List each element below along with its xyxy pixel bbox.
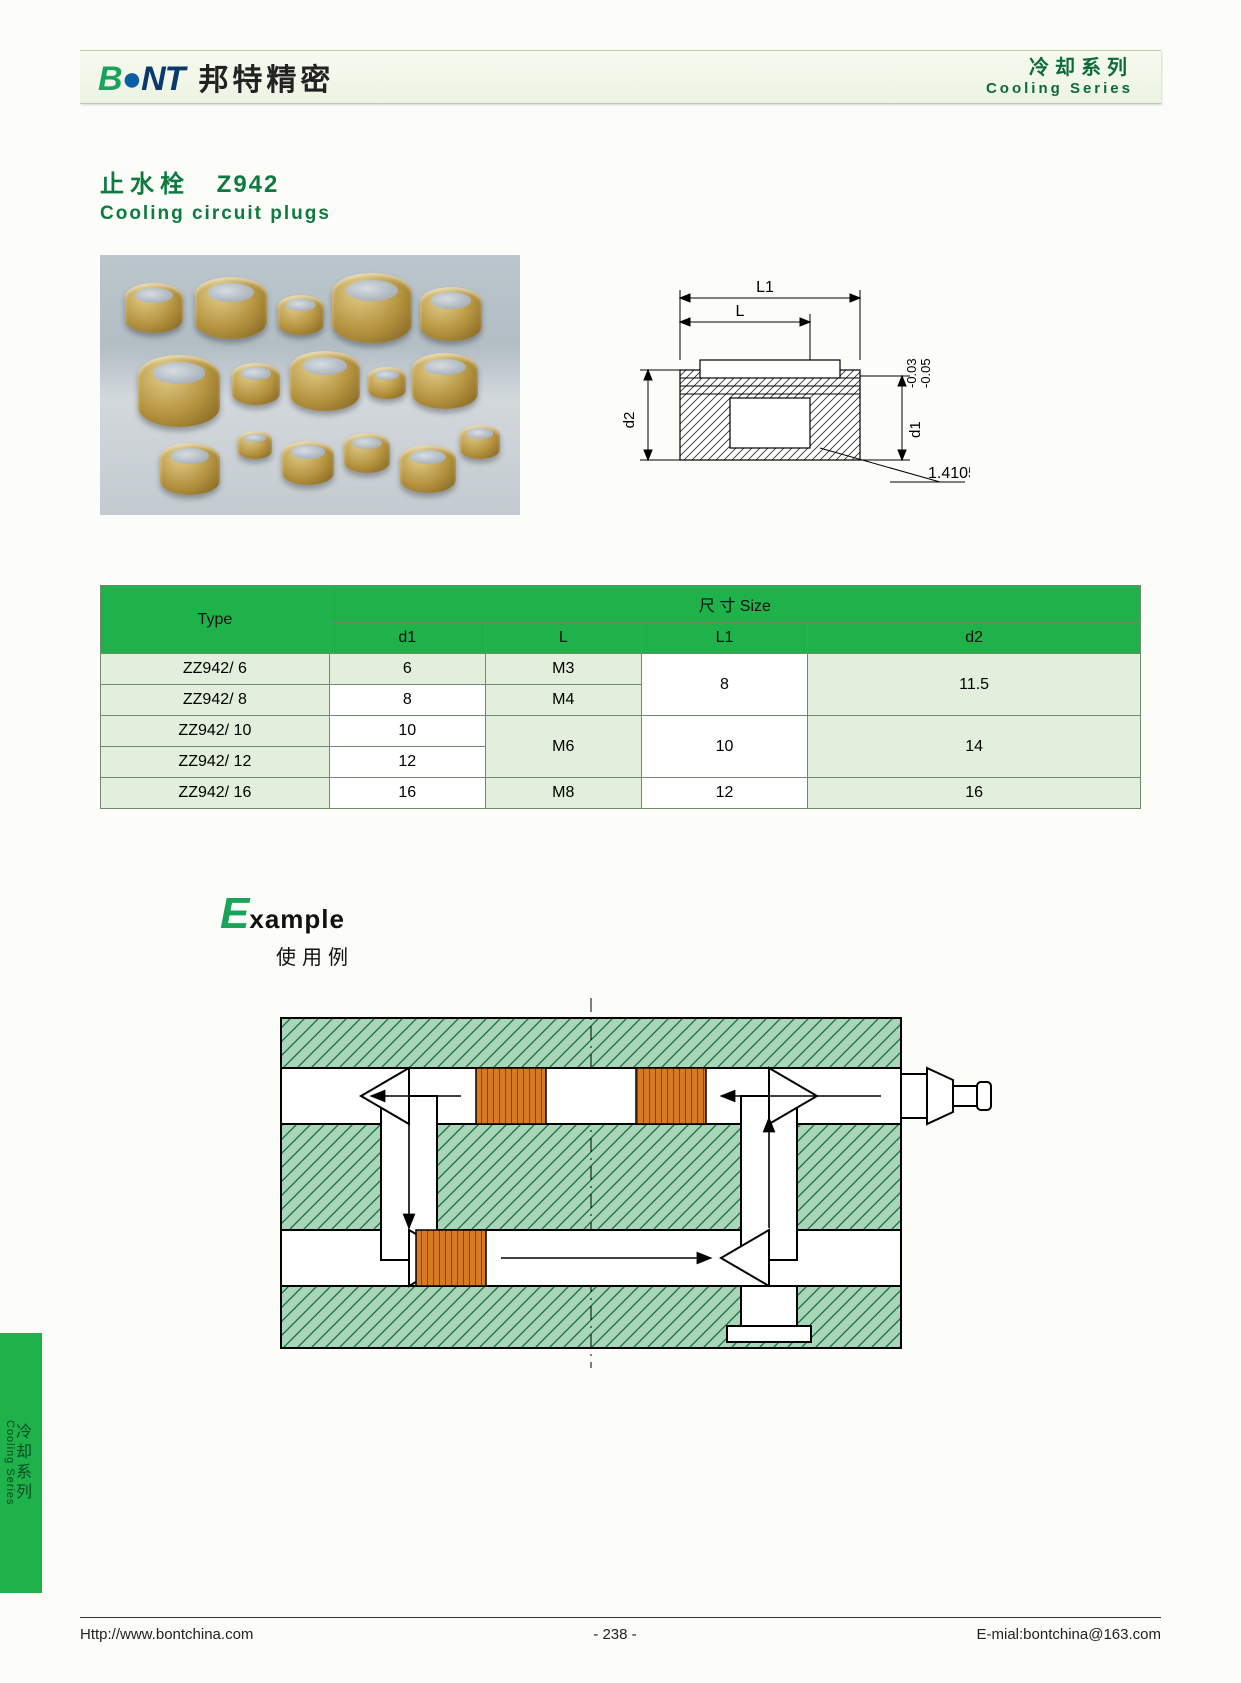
dim-d2: d2 <box>621 412 638 429</box>
footer-page-number: - 238 - <box>593 1626 636 1643</box>
cell-L: M4 <box>485 685 641 716</box>
header-right: 冷却系列 Cooling Series <box>986 57 1133 97</box>
cell-type: ZZ942/ 8 <box>101 685 330 716</box>
cell-L1: 10 <box>641 716 807 778</box>
dimension-drawing: L1 L d2 d1 -0.03 -0.05 <box>610 270 970 500</box>
cell-d1: 16 <box>329 778 485 809</box>
logo-nt: NT <box>141 60 184 98</box>
dim-l1: L1 <box>756 279 774 296</box>
page-footer: Http://www.bontchina.com - 238 - E-mial:… <box>80 1617 1161 1643</box>
series-label-en: Cooling Series <box>986 80 1133 97</box>
cell-type: ZZ942/ 12 <box>101 747 330 778</box>
side-category-tab: Cooling Series 冷却系列 <box>0 1333 42 1593</box>
title-code: Z942 <box>217 171 280 198</box>
logo-dot: ● <box>122 60 142 98</box>
example-rest: xample <box>249 904 345 934</box>
cell-L1: 12 <box>641 778 807 809</box>
cell-d1: 10 <box>329 716 485 747</box>
title-cn-text: 止水栓 <box>100 171 190 198</box>
th-type: Type <box>101 586 330 654</box>
series-label-cn: 冷却系列 <box>986 57 1133 80</box>
cell-type: ZZ942/ 6 <box>101 654 330 685</box>
dim-l: L <box>736 303 745 320</box>
dim-tol2: -0.05 <box>918 358 933 388</box>
th-size: 尺 寸 Size <box>329 586 1140 623</box>
cell-d2: 14 <box>808 716 1141 778</box>
side-tab-en: Cooling Series <box>4 1420 16 1506</box>
product-photo <box>100 255 520 515</box>
product-title-block: 止水栓 Z942 Cooling circuit plugs <box>100 164 1161 225</box>
cell-L: M6 <box>485 716 641 778</box>
spec-table: Type 尺 寸 Size d1 L L1 d2 ZZ942/ 6 6 M3 8… <box>100 585 1141 809</box>
table-row: ZZ942/ 10 10 M6 10 14 <box>101 716 1141 747</box>
product-title-en: Cooling circuit plugs <box>100 203 1161 225</box>
cell-L1: 8 <box>641 654 807 716</box>
th-d2: d2 <box>808 623 1141 654</box>
example-heading: Example 使用例 <box>220 889 1161 970</box>
cell-d2: 11.5 <box>808 654 1141 716</box>
footer-url: Http://www.bontchina.com <box>80 1626 253 1643</box>
header-left: B●NT 邦特精密 <box>98 55 334 99</box>
catalog-page: B●NT 邦特精密 冷却系列 Cooling Series 止水栓 Z942 C… <box>0 0 1241 1683</box>
brand-name-cn: 邦特精密 <box>198 55 334 99</box>
dim-d1: d1 <box>907 421 924 438</box>
material-label: 1.4105 <box>928 465 970 482</box>
th-d1: d1 <box>329 623 485 654</box>
cell-d2: 16 <box>808 778 1141 809</box>
cell-type: ZZ942/ 10 <box>101 716 330 747</box>
figure-row: L1 L d2 d1 -0.03 -0.05 <box>100 255 1161 515</box>
th-L1: L1 <box>641 623 807 654</box>
footer-email: E-mial:bontchina@163.com <box>977 1626 1161 1643</box>
cell-L: M3 <box>485 654 641 685</box>
example-cn: 使用例 <box>276 941 1161 970</box>
cell-d1: 8 <box>329 685 485 716</box>
table-row: ZZ942/ 6 6 M3 8 11.5 <box>101 654 1141 685</box>
product-title-cn: 止水栓 Z942 <box>100 164 1161 199</box>
table-row: ZZ942/ 16 16 M8 12 16 <box>101 778 1141 809</box>
logo-b: B <box>98 60 122 98</box>
cell-L: M8 <box>485 778 641 809</box>
page-header: B●NT 邦特精密 冷却系列 Cooling Series <box>80 50 1161 104</box>
example-e: E <box>220 889 249 938</box>
cell-d1: 12 <box>329 747 485 778</box>
cell-type: ZZ942/ 16 <box>101 778 330 809</box>
brand-logo: B●NT <box>98 60 184 99</box>
cell-d1: 6 <box>329 654 485 685</box>
th-L: L <box>485 623 641 654</box>
example-diagram <box>241 998 1001 1378</box>
dim-tol1: -0.03 <box>904 358 919 388</box>
